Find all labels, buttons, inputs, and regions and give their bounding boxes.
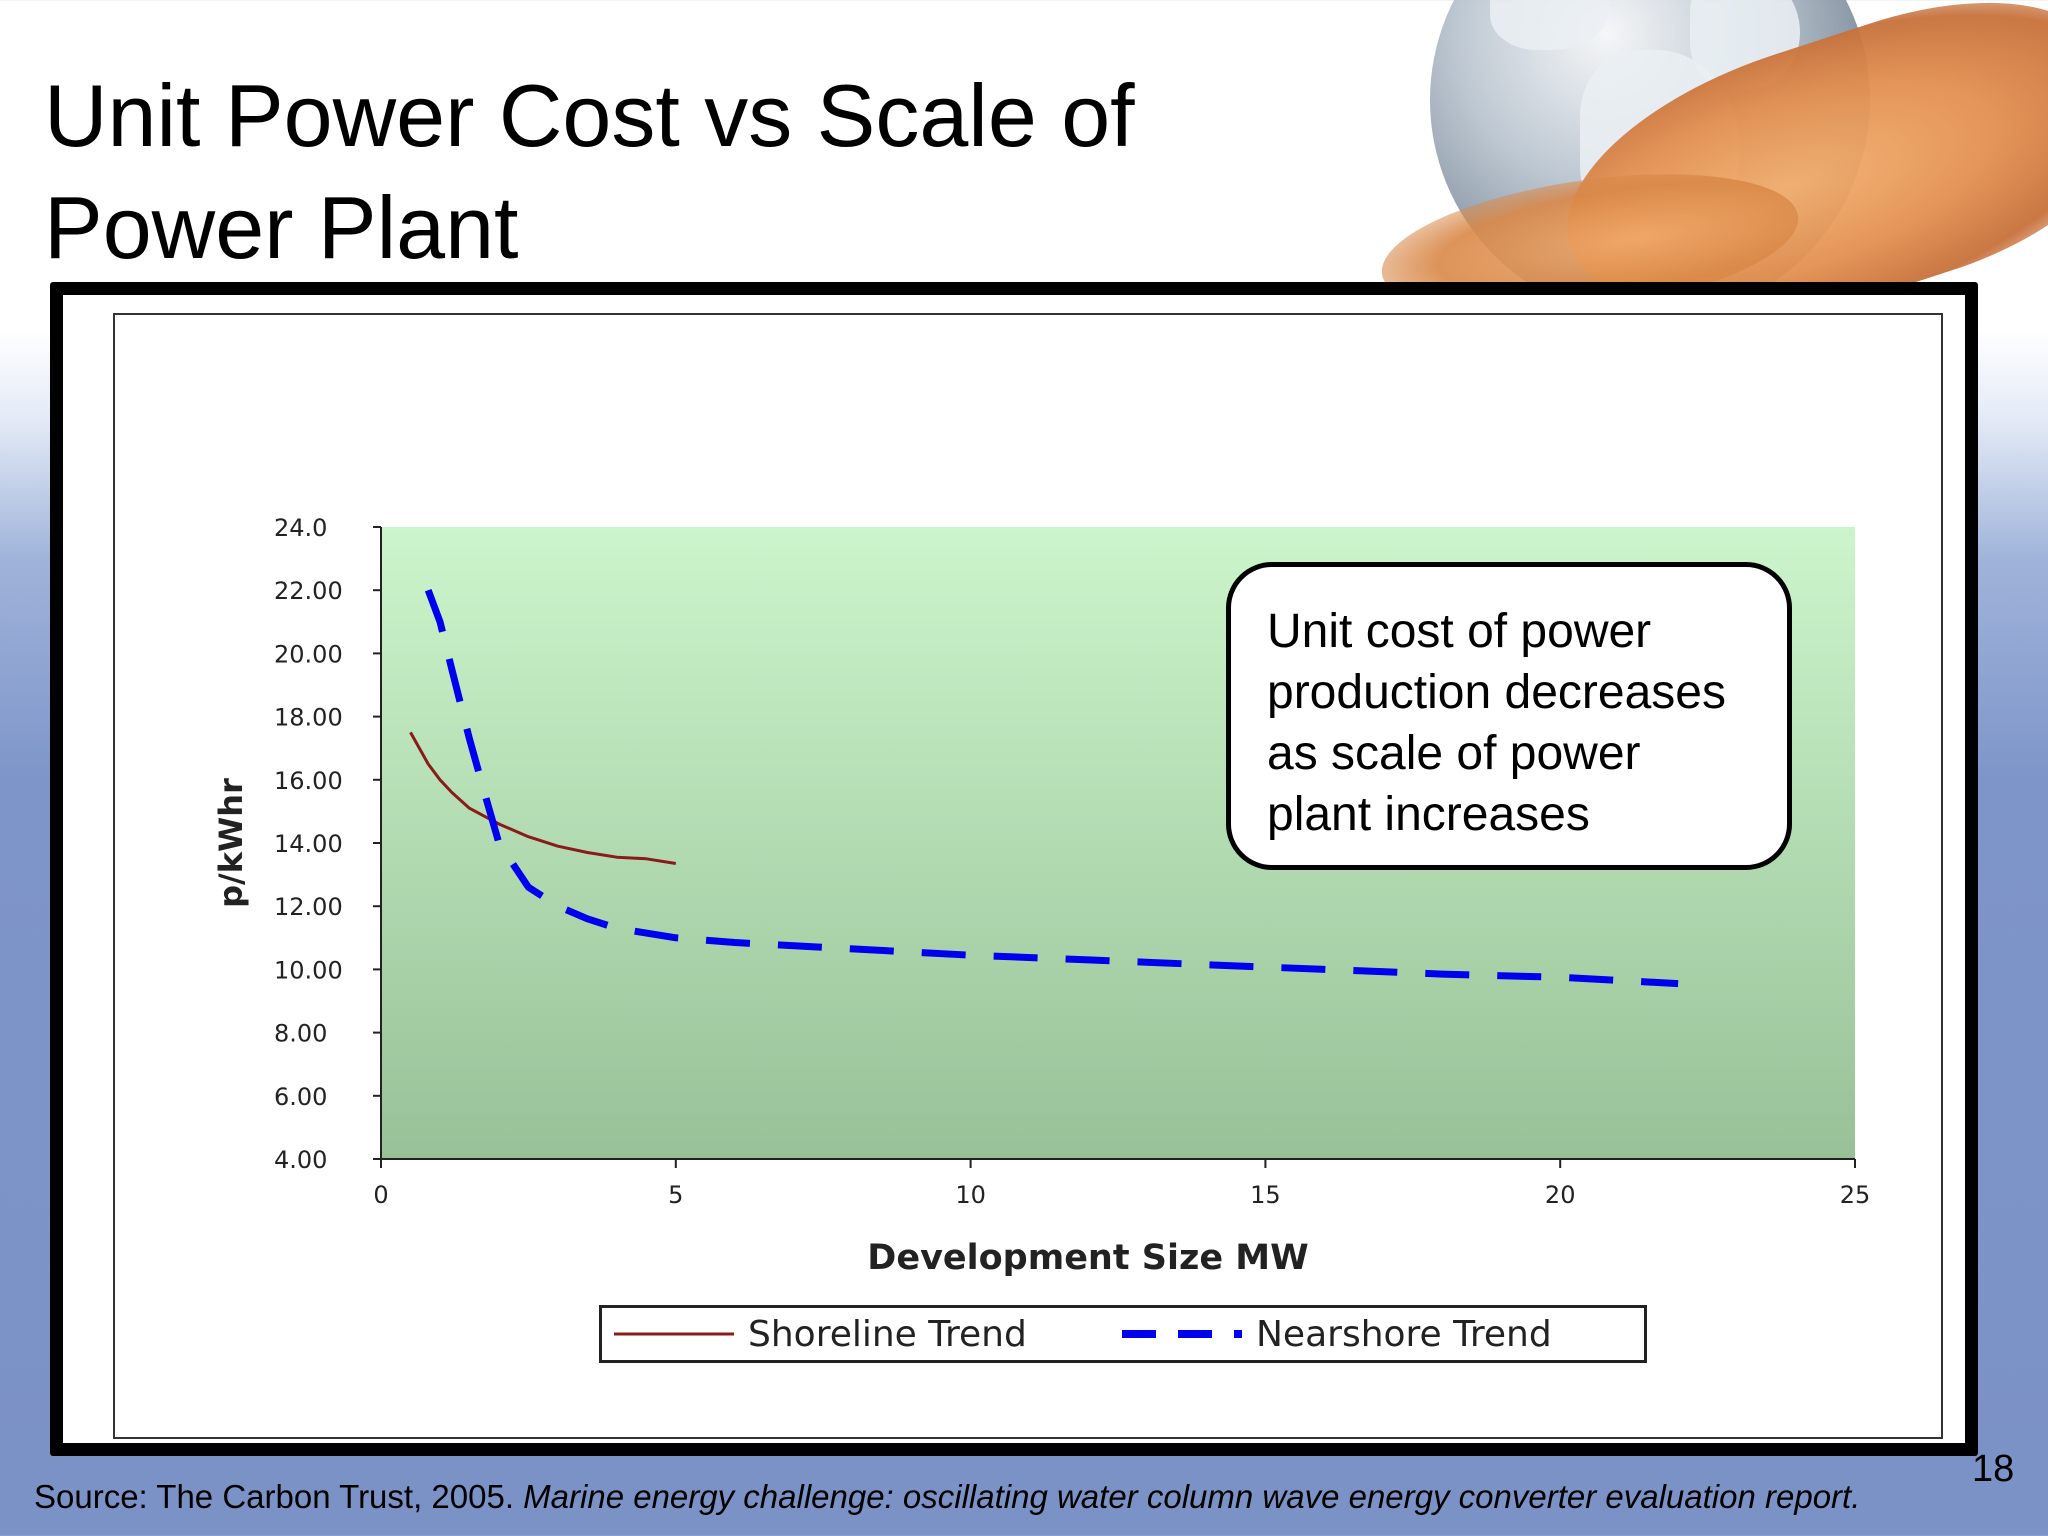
- slide-number: 18: [1972, 1448, 2015, 1490]
- y-tick-label: 10.00: [274, 956, 343, 984]
- y-tick-label: 6.00: [274, 1083, 327, 1111]
- y-tick-label: 12.00: [274, 893, 343, 921]
- series-line-shoreline: [409, 731, 677, 865]
- legend-nearshore-label: Nearshore Trend: [1256, 1314, 1552, 1355]
- y-tick-label: 4.00: [274, 1146, 327, 1174]
- y-tick-label: 20.00: [274, 640, 343, 668]
- x-tick-label: 20: [1545, 1181, 1576, 1209]
- y-tick-label: 8.00: [274, 1020, 327, 1048]
- y-tick-label: 14.00: [274, 830, 343, 858]
- legend-shoreline-label: Shoreline Trend: [748, 1314, 1027, 1355]
- y-tick-label: 22.00: [274, 577, 343, 605]
- x-axis-label: Development Size MW: [867, 1238, 1308, 1278]
- x-tick-label: 25: [1840, 1181, 1871, 1209]
- x-tick-label: 15: [1250, 1181, 1281, 1209]
- y-tick-label: 16.00: [274, 767, 343, 795]
- y-tick-label: 24.0: [274, 514, 327, 542]
- y-tick-label: 18.00: [274, 704, 343, 732]
- slide-title: Unit Power Cost vs Scale of Power Plant: [44, 66, 1135, 277]
- chart-legend: Shoreline Trend Nearshore Trend: [599, 1305, 1647, 1363]
- y-axis-label: p/kWhr: [212, 778, 250, 908]
- x-tick-label: 10: [955, 1181, 986, 1209]
- series-line-nearshore: [424, 588, 1679, 988]
- annotation-callout: Unit cost of power production decreases …: [1226, 562, 1792, 870]
- x-tick-label: 5: [668, 1181, 683, 1209]
- source-prefix: Source: The Carbon Trust, 2005.: [34, 1478, 514, 1515]
- x-tick-label: 0: [373, 1181, 388, 1209]
- chart-inner-border: [113, 313, 1943, 1439]
- source-citation: Source: The Carbon Trust, 2005. Marine e…: [34, 1478, 1860, 1516]
- source-title: Marine energy challenge: oscillating wat…: [523, 1478, 1861, 1515]
